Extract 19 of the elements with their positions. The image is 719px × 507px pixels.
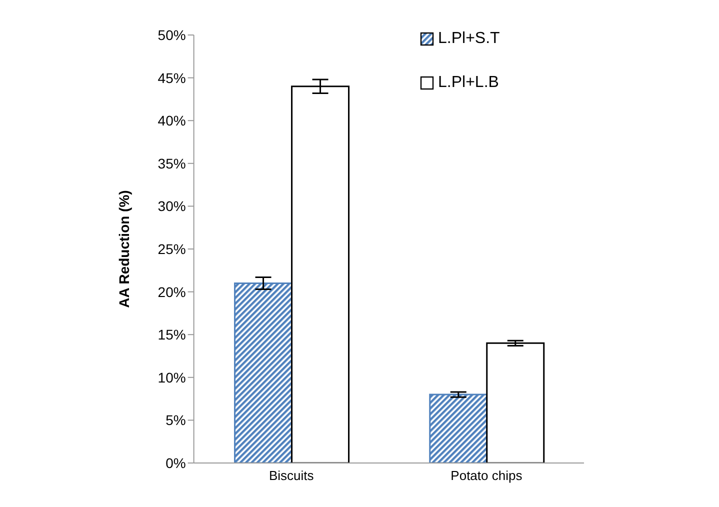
- y-axis-title: AA Reduction (%): [116, 190, 132, 308]
- y-tick-label: 35%: [158, 155, 186, 172]
- y-tick-label: 30%: [158, 198, 186, 214]
- y-tick-label: 20%: [158, 284, 186, 300]
- y-tick-label: 15%: [158, 326, 186, 343]
- legend-label: L.Pl+L.B: [438, 74, 499, 92]
- y-tick-label: 25%: [158, 240, 186, 257]
- y-tick-label: 0%: [166, 454, 186, 471]
- bar: [486, 342, 545, 463]
- y-tick-label: 50%: [158, 26, 186, 43]
- y-tick-label: 10%: [158, 369, 186, 386]
- y-tick-label: 45%: [158, 70, 186, 86]
- legend-label: L.Pl+S.T: [438, 30, 500, 48]
- y-tick-label: 5%: [166, 412, 186, 428]
- x-tick-label: Potato chips: [450, 468, 523, 484]
- bar: [429, 394, 488, 463]
- bar: [234, 282, 293, 463]
- x-tick-label: Biscuits: [268, 468, 314, 484]
- y-tick-label: 40%: [158, 112, 186, 129]
